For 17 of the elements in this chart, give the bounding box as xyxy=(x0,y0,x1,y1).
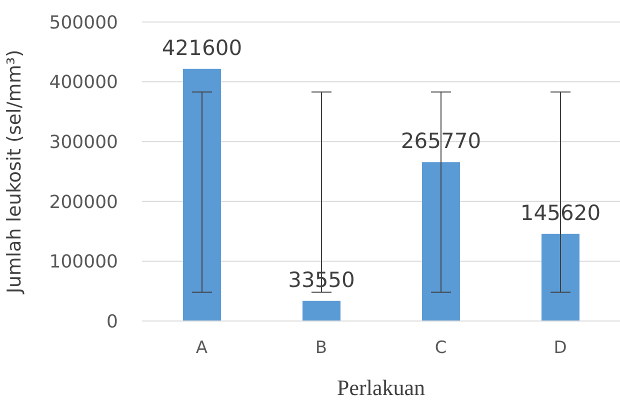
x-tick-label: D xyxy=(554,338,567,358)
y-tick-label: 500000 xyxy=(49,12,118,34)
x-tick-label: B xyxy=(315,338,328,358)
bar xyxy=(183,68,221,321)
y-axis-title: Jumlah leukosit (sel/mm³) xyxy=(4,50,26,294)
y-tick-label: 400000 xyxy=(49,72,118,94)
bar xyxy=(422,162,460,321)
bar xyxy=(302,300,340,321)
x-tick-label: A xyxy=(196,338,208,358)
y-tick-label: 300000 xyxy=(49,132,118,153)
x-axis-title: Perlakuan xyxy=(337,375,425,400)
y-tick-label: 200000 xyxy=(49,192,118,213)
data-label: 421600 xyxy=(162,36,242,60)
y-tick-label: 100000 xyxy=(49,252,118,273)
y-tick-label: 0 xyxy=(106,311,118,332)
bar xyxy=(542,234,580,321)
x-tick-label: C xyxy=(434,338,447,358)
